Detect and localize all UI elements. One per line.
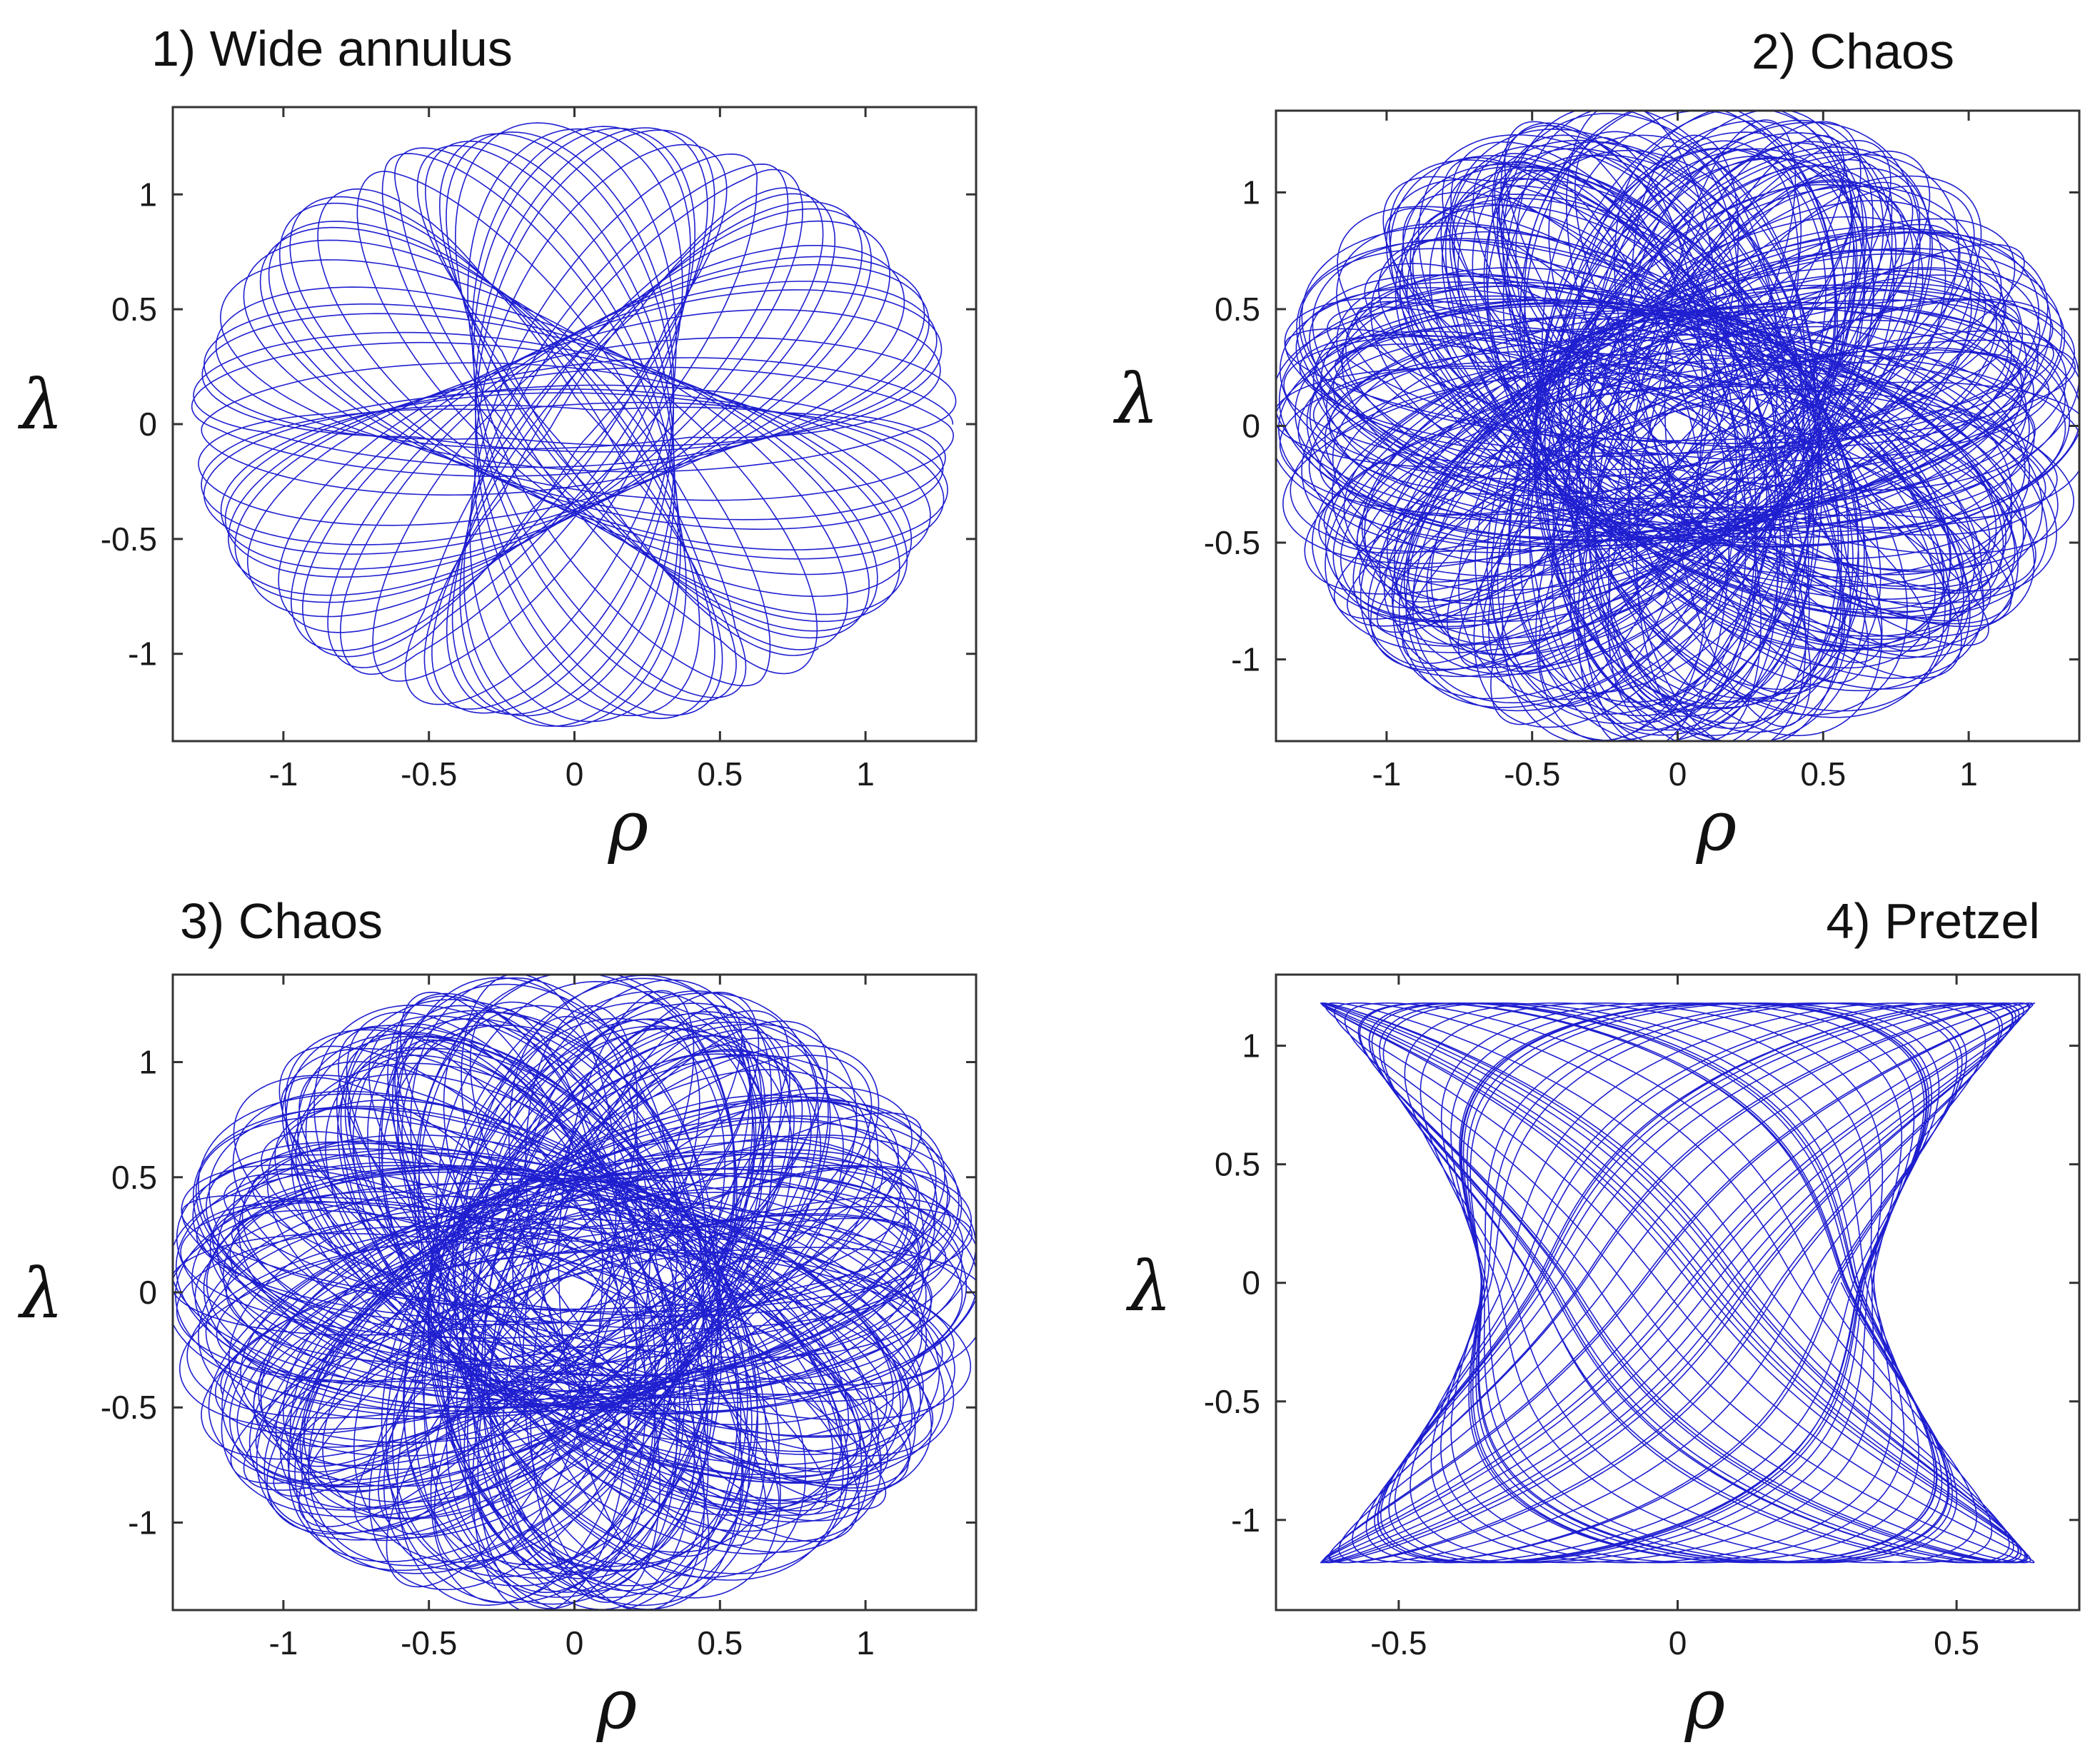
panel-3-xtick-label: 1 — [856, 1624, 875, 1661]
panel-4-y-axis-label: λ — [1125, 1247, 1172, 1327]
panel-2-ytick-label: 0 — [1242, 408, 1260, 445]
panel-2-title: 2) Chaos — [1752, 24, 1954, 79]
panel-3-trajectory-line — [173, 975, 976, 1610]
panel-4-title: 4) Pretzel — [1826, 893, 2040, 949]
panel-3-ytick-label: -1 — [128, 1504, 157, 1541]
panel-2-x-axis-label: ρ — [1696, 786, 1737, 866]
panel-3-xtick-label: -1 — [268, 1624, 298, 1661]
panel-1-ytick-label: -0.5 — [101, 521, 157, 558]
panel-4-xtick-label: -0.5 — [1370, 1624, 1427, 1661]
panel-4-ytick-label: -0.5 — [1204, 1383, 1260, 1420]
panel-3-ytick-label: 0 — [139, 1274, 157, 1311]
panel-2-trajectory-line — [1276, 111, 2079, 741]
panel-3-y-axis-label: λ — [17, 1254, 64, 1334]
panel-2-xtick-label: 0 — [1669, 755, 1687, 793]
panel-4-ytick-label: 0 — [1242, 1264, 1260, 1302]
panel-2-ytick-label: -1 — [1231, 641, 1260, 678]
panel-4-ytick-label: 0.5 — [1215, 1146, 1260, 1183]
panel-1-ytick-label: 0 — [139, 406, 157, 443]
panel-1: -1 -0.5 0 0.5 1 -1 -0.5 0 0.5 1 1) Wide annulus ρ λ — [17, 21, 978, 866]
panel-1-xtick-label: 0.5 — [697, 755, 743, 793]
panel-2-ytick-label: 0.5 — [1215, 291, 1260, 328]
panel-2-y-axis-label: λ — [1112, 359, 1159, 439]
panel-4-x-axis-label: ρ — [1684, 1664, 1725, 1744]
panel-3-ytick-label: 0.5 — [111, 1159, 157, 1196]
panel-1-xtick-label: 1 — [856, 755, 875, 793]
panel-1-ytick-label: 1 — [139, 176, 157, 213]
panel-4-ytick-label: -1 — [1231, 1502, 1260, 1539]
panel-2-xtick-label: -1 — [1372, 755, 1401, 793]
panel-1-xtick-label: -0.5 — [401, 755, 457, 793]
panel-1-xtick-label: 0 — [566, 755, 584, 793]
panel-3-title: 3) Chaos — [180, 893, 383, 949]
panel-1-ytick-label: -1 — [128, 635, 157, 673]
panel-4: -0.5 0 0.5 -1 -0.5 0 0.5 1 4) Pretzel ρ λ — [1125, 893, 2081, 1744]
panel-3-plot-frame — [171, 973, 978, 1611]
panel-2-xtick-label: -0.5 — [1504, 755, 1560, 793]
panel-2-ytick-label: 1 — [1242, 174, 1260, 211]
panel-1-trajectory-line — [191, 122, 957, 728]
panel-1-xtick-label: -1 — [268, 755, 298, 793]
panel-3-xtick-label: 0.5 — [697, 1624, 743, 1661]
panel-3-ytick-label: 1 — [139, 1044, 157, 1081]
panel-2-xtick-label: 1 — [1959, 755, 1978, 793]
panel-2-ytick-label: -0.5 — [1204, 524, 1260, 561]
panel-2-xtick-label: 0.5 — [1800, 755, 1846, 793]
panel-4-trajectory-line — [1320, 1002, 2036, 1564]
panel-3-xtick-label: -0.5 — [401, 1624, 457, 1661]
panel-1-y-axis-label: λ — [17, 365, 64, 445]
panel-4-xtick-label: 0 — [1669, 1624, 1687, 1661]
panel-1-x-axis-label: ρ — [608, 786, 648, 866]
panel-3-xtick-label: 0 — [566, 1624, 584, 1661]
panel-3: -1 -0.5 0 0.5 1 -1 -0.5 0 0.5 1 3) Chaos ρ λ — [17, 893, 978, 1744]
panel-3-x-axis-label: ρ — [596, 1664, 637, 1744]
panel-3-ytick-label: -0.5 — [101, 1389, 157, 1426]
panel-1-ytick-label: 0.5 — [111, 291, 157, 328]
panel-1-title: 1) Wide annulus — [151, 21, 513, 76]
panel-2: -1 -0.5 0 0.5 1 -1 -0.5 0 0.5 1 2) Chaos ρ λ — [1112, 24, 2081, 866]
panel-4-xtick-label: 0.5 — [1934, 1624, 1979, 1661]
panel-4-ytick-label: 1 — [1242, 1027, 1260, 1065]
